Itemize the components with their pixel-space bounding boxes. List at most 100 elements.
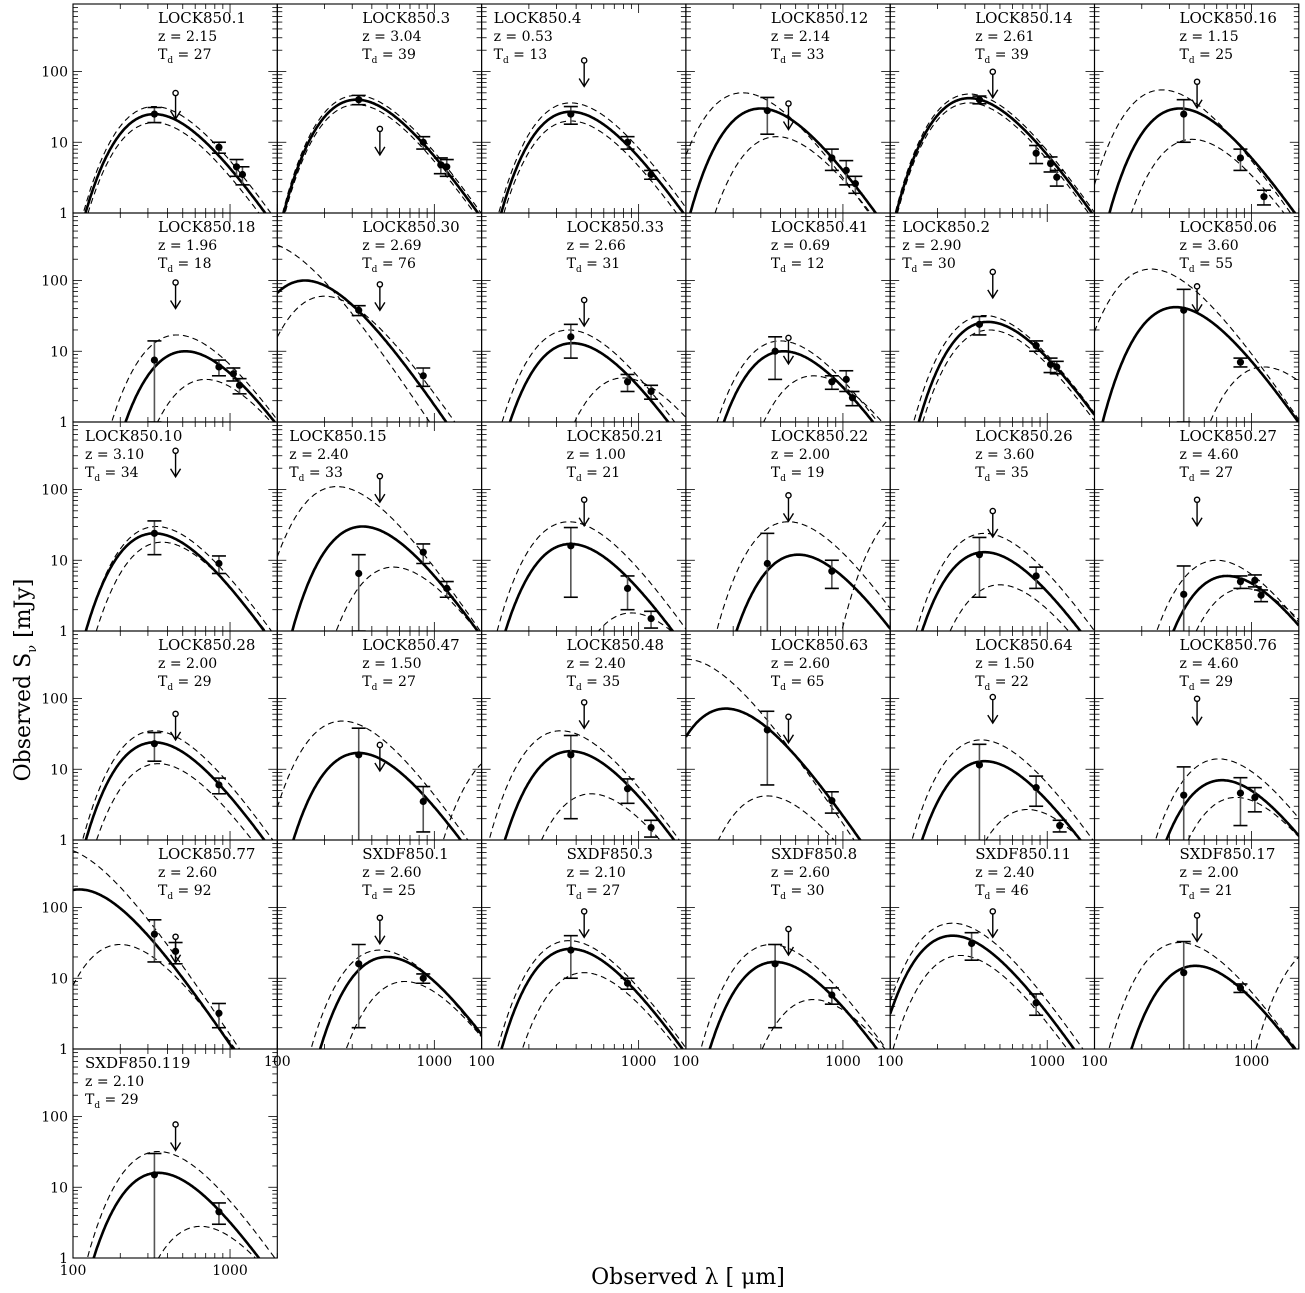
panel-name: LOCK850.27 — [1180, 427, 1277, 445]
best-fit-curve — [917, 320, 1095, 422]
panel-points — [972, 743, 1067, 840]
td-subscript: d — [167, 683, 173, 693]
upper-limit-arrow — [374, 914, 386, 946]
panel-points — [1176, 940, 1248, 1049]
td-symbol: T — [1180, 883, 1190, 899]
panel-name: LOCK850.28 — [158, 636, 255, 654]
upper-limit-arrow — [374, 281, 386, 312]
panel-td: Td = 29 — [158, 674, 212, 693]
data-point — [828, 567, 836, 575]
data-point — [443, 163, 451, 171]
upper-limit-arrow — [169, 89, 182, 121]
panel-curves — [700, 943, 887, 1049]
td-subscript: d — [576, 892, 582, 902]
data-point — [1046, 360, 1055, 369]
panel-name: LOCK850.12 — [771, 9, 868, 27]
upper-fit-curve — [82, 730, 274, 840]
panel-points — [972, 315, 1064, 375]
td-value: = 25 — [1195, 47, 1233, 63]
upper-limit-arrow — [578, 699, 590, 730]
data-point — [235, 381, 244, 389]
data-point — [567, 110, 575, 118]
sed-panel: LOCK850.33 z = 2.66 Td = 31 — [481, 212, 687, 423]
td-value: = 92 — [173, 883, 211, 899]
td-value: = 46 — [990, 883, 1029, 899]
td-symbol: T — [1180, 674, 1190, 690]
panel-points — [760, 710, 839, 814]
upper-fit-curve — [716, 340, 879, 422]
panel-points — [147, 106, 250, 186]
limit-marker — [172, 279, 179, 286]
panel-name: SXDF850.17 — [1180, 845, 1276, 863]
lower-fit-curve — [949, 584, 1070, 631]
panel-z: z = 4.60 — [1180, 447, 1239, 463]
panel-ticks — [72, 212, 278, 423]
limit-head — [374, 762, 386, 773]
lower-fit-curve — [87, 121, 260, 213]
data-point — [763, 107, 771, 115]
best-fit-curve — [1101, 305, 1299, 422]
sed-panel: LOCK850.06 z = 3.60 Td = 55 — [1093, 212, 1300, 423]
panel-z: z = 1.50 — [975, 656, 1034, 672]
data-point — [355, 751, 363, 759]
data-point — [150, 529, 159, 537]
data-point — [1053, 363, 1061, 371]
data-point — [975, 96, 984, 104]
panel-points — [972, 536, 1044, 599]
td-value: = 30 — [786, 883, 824, 899]
td-value: = 30 — [917, 256, 955, 272]
panel-ticks — [889, 630, 1095, 841]
limit-head — [987, 89, 999, 100]
data-point — [647, 614, 655, 623]
td-subscript: d — [576, 683, 582, 693]
limit-head — [1191, 517, 1203, 528]
lower-fit-curve — [442, 763, 482, 840]
sed-panel: LOCK850.48 z = 2.40 Td = 35 — [481, 630, 687, 841]
panel-z: z = 3.10 — [85, 447, 144, 463]
lower-fit-curve — [1255, 956, 1299, 1049]
best-fit-curve — [92, 1171, 261, 1258]
panel-points — [147, 731, 226, 795]
panel-ticks — [889, 421, 1095, 632]
data-point — [215, 559, 223, 568]
data-point — [842, 375, 850, 384]
data-point — [150, 1171, 159, 1179]
panel-td: Td = 46 — [975, 883, 1029, 902]
td-symbol: T — [158, 674, 168, 690]
limit-head — [374, 935, 386, 946]
data-point — [1251, 576, 1259, 584]
limit-marker — [172, 447, 179, 455]
panel-name: LOCK850.48 — [567, 636, 664, 654]
panel-z: z = 4.60 — [1180, 656, 1239, 672]
limit-head — [169, 300, 182, 310]
td-subscript: d — [167, 56, 173, 66]
upper-fit-curve — [496, 521, 686, 631]
sed-panel: LOCK850.63 z = 2.60 Td = 65 — [685, 630, 891, 841]
panel-points — [964, 931, 1044, 1017]
limit-head — [782, 512, 795, 523]
data-point — [437, 161, 445, 169]
td-subscript: d — [780, 892, 786, 902]
lower-fit-curve — [841, 517, 891, 631]
lower-fit-curve — [95, 763, 253, 840]
x-tick-label: 1000 — [212, 1263, 248, 1279]
data-point — [1257, 591, 1265, 599]
upper-fit-curve — [685, 92, 870, 213]
panel-td: Td = 12 — [771, 256, 825, 275]
upper-limit-arrow — [578, 57, 590, 88]
best-fit-curve — [503, 749, 676, 840]
lower-fit-curve — [95, 541, 267, 631]
data-point — [1251, 793, 1259, 802]
panel-name: LOCK850.21 — [567, 427, 664, 445]
upper-limit-arrow — [782, 925, 795, 957]
limit-head — [578, 719, 590, 730]
y-tick-label: 10 — [50, 1180, 68, 1196]
panel-name: LOCK850.30 — [362, 218, 459, 236]
td-subscript: d — [372, 683, 378, 693]
panel-curves — [498, 102, 686, 213]
panel-curves — [501, 329, 686, 422]
upper-fit-curve — [716, 521, 891, 631]
td-value: = 55 — [1195, 256, 1233, 272]
panel-name: SXDF850.3 — [567, 845, 653, 863]
limit-head — [1191, 933, 1203, 943]
